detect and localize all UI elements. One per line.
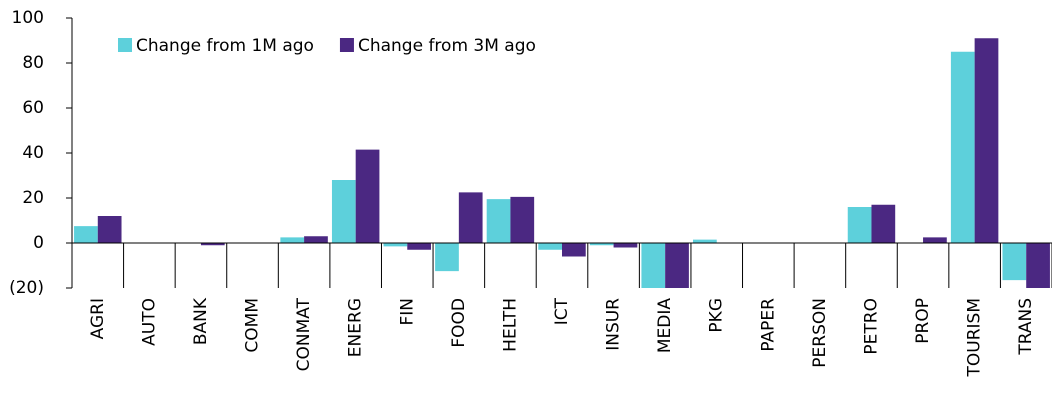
x-tick-label: BANK — [191, 297, 211, 345]
y-tick-label: 20 — [22, 188, 44, 208]
bar — [458, 192, 483, 243]
bar — [950, 51, 975, 243]
bar — [435, 243, 459, 272]
bar — [562, 243, 586, 257]
legend-swatch — [118, 38, 132, 52]
y-tick-label: 80 — [22, 53, 44, 73]
bar — [871, 204, 896, 243]
x-tick-label: ENERG — [346, 298, 366, 357]
x-tick-label: PETRO — [861, 298, 881, 355]
x-tick-label: AUTO — [139, 298, 159, 346]
x-tick-label: PAPER — [758, 298, 778, 352]
bar — [613, 243, 638, 248]
x-tick-label: PROP — [913, 298, 933, 344]
legend-swatch — [339, 38, 354, 52]
y-tick-label: 0 — [33, 233, 44, 253]
x-tick-label: INSUR — [604, 298, 624, 351]
bar — [974, 38, 999, 243]
bar — [355, 149, 380, 243]
bar — [641, 243, 666, 288]
bar — [407, 243, 431, 250]
bar — [510, 196, 535, 243]
y-tick-label: 60 — [22, 98, 44, 118]
bar — [486, 199, 511, 243]
bar — [200, 243, 225, 246]
x-tick-label: AGRI — [88, 298, 108, 339]
bar — [847, 207, 872, 243]
x-tick-label: FIN — [397, 298, 417, 326]
legend-label: Change from 3M ago — [358, 36, 536, 56]
bar — [589, 243, 614, 246]
x-tick-label: TRANS — [1016, 298, 1036, 356]
x-tick-label: PERSON — [810, 298, 830, 368]
x-tick-label: COMM — [243, 298, 263, 353]
bar — [383, 243, 408, 247]
bar — [538, 243, 562, 250]
bar — [1026, 243, 1050, 288]
y-tick-label: 40 — [22, 143, 44, 163]
x-tick-label: TOURISM — [965, 298, 985, 378]
bar — [923, 237, 947, 243]
y-tick-label: 100 — [12, 8, 44, 28]
bar — [331, 180, 356, 243]
bar — [74, 226, 98, 243]
bar — [280, 237, 305, 243]
legend-label: Change from 1M ago — [136, 36, 314, 56]
x-tick-label: ICT — [552, 297, 572, 325]
bar — [97, 216, 122, 243]
bar — [693, 239, 717, 243]
x-tick-label: FOOD — [449, 298, 469, 348]
bar — [304, 236, 328, 243]
bar — [665, 243, 689, 288]
bar — [1002, 243, 1027, 281]
y-tick-label: (20) — [9, 278, 44, 298]
x-tick-label: PKG — [707, 298, 727, 333]
x-tick-label: CONMAT — [294, 297, 314, 371]
x-tick-label: HELTH — [500, 298, 520, 352]
x-tick-label: MEDIA — [655, 298, 675, 354]
